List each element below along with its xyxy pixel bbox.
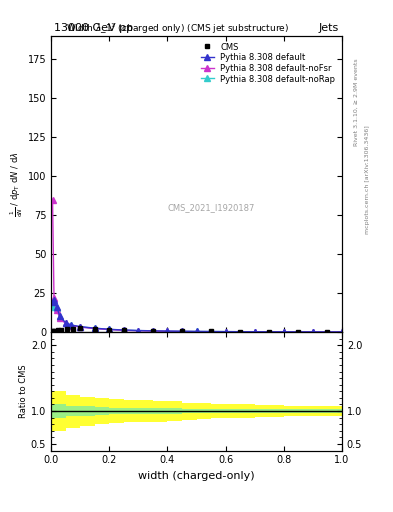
Pythia 8.308 default — [340, 329, 344, 335]
Pythia 8.308 default — [136, 328, 141, 334]
Pythia 8.308 default-noFsr — [180, 328, 184, 334]
Pythia 8.308 default — [69, 322, 74, 328]
Pythia 8.308 default — [121, 327, 126, 333]
Line: CMS: CMS — [50, 326, 329, 334]
CMS — [56, 327, 61, 333]
Pythia 8.308 default-noFsr — [151, 328, 155, 334]
Pythia 8.308 default-noRap — [57, 314, 62, 321]
CMS — [59, 327, 64, 333]
CMS — [51, 328, 56, 334]
Pythia 8.308 default — [92, 325, 97, 331]
Pythia 8.308 default-noRap — [310, 329, 315, 335]
CMS — [92, 326, 97, 332]
Pythia 8.308 default-noFsr — [252, 329, 257, 335]
X-axis label: width (charged-only): width (charged-only) — [138, 471, 255, 481]
Text: Width $\lambda\_1^1$ (charged only) (CMS jet substructure): Width $\lambda\_1^1$ (charged only) (CMS… — [66, 22, 288, 36]
Text: mcplots.cern.ch [arXiv:1306.3436]: mcplots.cern.ch [arXiv:1306.3436] — [365, 125, 371, 233]
Pythia 8.308 default — [50, 300, 55, 306]
Pythia 8.308 default-noFsr — [50, 197, 55, 203]
Y-axis label: $\frac{1}{\mathrm{d}N}$ / $\mathrm{d}p_\mathrm{T}$ $\mathrm{d}N$ / $\mathrm{d}\l: $\frac{1}{\mathrm{d}N}$ / $\mathrm{d}p_\… — [8, 151, 25, 217]
Pythia 8.308 default-noFsr — [92, 326, 97, 332]
Text: Rivet 3.1.10, ≥ 2.9M events: Rivet 3.1.10, ≥ 2.9M events — [354, 58, 359, 146]
Pythia 8.308 default-noRap — [151, 328, 155, 334]
Pythia 8.308 default — [78, 324, 83, 330]
CMS — [180, 328, 184, 334]
Pythia 8.308 default-noFsr — [223, 329, 228, 335]
Pythia 8.308 default — [51, 297, 56, 303]
Pythia 8.308 default-noFsr — [121, 327, 126, 333]
Pythia 8.308 default-noFsr — [107, 327, 112, 333]
Pythia 8.308 default-noRap — [194, 328, 199, 334]
Pythia 8.308 default-noFsr — [55, 307, 59, 313]
CMS — [296, 329, 301, 335]
Line: Pythia 8.308 default-noFsr: Pythia 8.308 default-noFsr — [50, 197, 345, 335]
Line: Pythia 8.308 default-noRap: Pythia 8.308 default-noRap — [50, 299, 345, 335]
Pythia 8.308 default-noFsr — [78, 324, 83, 330]
CMS — [325, 329, 330, 335]
Pythia 8.308 default-noFsr — [57, 315, 62, 321]
Pythia 8.308 default-noFsr — [340, 329, 344, 335]
Line: Pythia 8.308 default: Pythia 8.308 default — [50, 297, 345, 335]
Pythia 8.308 default-noRap — [50, 304, 55, 310]
Pythia 8.308 default-noFsr — [69, 323, 74, 329]
CMS — [65, 326, 70, 332]
Pythia 8.308 default — [57, 313, 62, 319]
Pythia 8.308 default-noFsr — [310, 329, 315, 335]
Text: CMS_2021_I1920187: CMS_2021_I1920187 — [167, 203, 255, 212]
Pythia 8.308 default-noRap — [223, 329, 228, 335]
Pythia 8.308 default-noRap — [63, 320, 68, 326]
Pythia 8.308 default — [165, 328, 170, 334]
CMS — [78, 325, 83, 331]
Pythia 8.308 default — [310, 329, 315, 335]
Pythia 8.308 default-noRap — [281, 329, 286, 335]
CMS — [71, 326, 75, 332]
Pythia 8.308 default-noRap — [92, 325, 97, 331]
CMS — [50, 328, 54, 334]
Pythia 8.308 default-noRap — [78, 324, 83, 330]
Text: 13000 GeV pp: 13000 GeV pp — [54, 23, 133, 33]
Pythia 8.308 default-noFsr — [165, 328, 170, 334]
CMS — [53, 328, 58, 334]
Pythia 8.308 default-noFsr — [281, 329, 286, 335]
Pythia 8.308 default — [107, 326, 112, 332]
Pythia 8.308 default-noRap — [69, 322, 74, 328]
Pythia 8.308 default-noRap — [121, 327, 126, 333]
Pythia 8.308 default-noFsr — [51, 295, 56, 301]
CMS — [121, 327, 126, 333]
CMS — [209, 328, 213, 334]
Pythia 8.308 default — [281, 329, 286, 335]
Pythia 8.308 default — [194, 328, 199, 334]
Legend: CMS, Pythia 8.308 default, Pythia 8.308 default-noFsr, Pythia 8.308 default-noRa: CMS, Pythia 8.308 default, Pythia 8.308 … — [198, 40, 338, 86]
Pythia 8.308 default-noRap — [252, 329, 257, 335]
Pythia 8.308 default — [252, 329, 257, 335]
Y-axis label: Ratio to CMS: Ratio to CMS — [19, 365, 28, 418]
CMS — [107, 327, 112, 333]
Pythia 8.308 default-noFsr — [194, 329, 199, 335]
CMS — [238, 329, 242, 335]
Pythia 8.308 default — [223, 329, 228, 335]
CMS — [267, 329, 272, 335]
Pythia 8.308 default-noRap — [136, 328, 141, 334]
Pythia 8.308 default-noRap — [55, 305, 59, 311]
Pythia 8.308 default-noRap — [180, 328, 184, 334]
Pythia 8.308 default — [151, 328, 155, 334]
Pythia 8.308 default-noRap — [340, 329, 344, 335]
Pythia 8.308 default-noRap — [51, 298, 56, 305]
Text: Jets: Jets — [319, 23, 339, 33]
Pythia 8.308 default-noFsr — [136, 328, 141, 334]
Pythia 8.308 default — [180, 328, 184, 334]
Pythia 8.308 default-noRap — [107, 326, 112, 332]
Pythia 8.308 default-noRap — [165, 328, 170, 334]
CMS — [151, 328, 155, 334]
Pythia 8.308 default — [55, 304, 59, 310]
Pythia 8.308 default — [63, 319, 68, 326]
Pythia 8.308 default-noFsr — [63, 321, 68, 327]
